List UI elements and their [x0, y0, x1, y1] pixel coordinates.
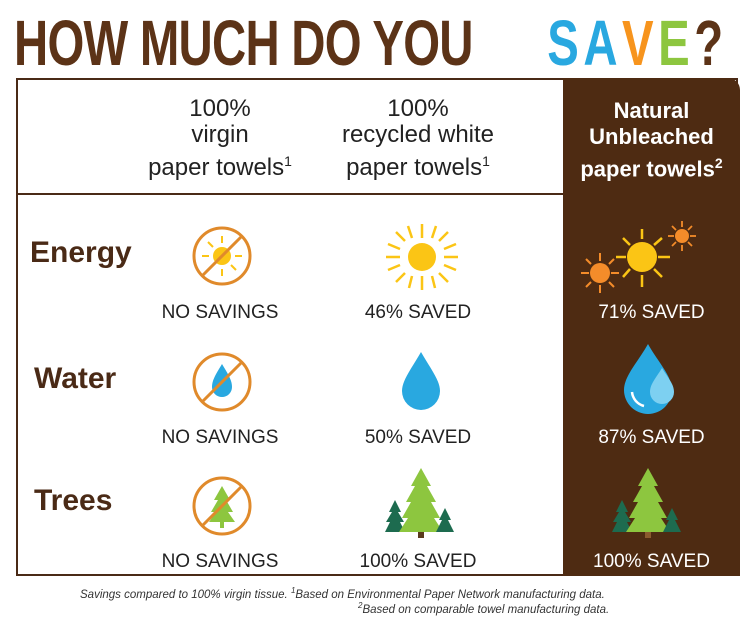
footnote-line-1: Savings compared to 100% virgin tissue. …	[80, 586, 605, 601]
column-header-virgin: 100% virgin paper towels1	[148, 95, 292, 181]
water-recycled-value: 50% SAVED	[364, 427, 472, 448]
row-label-trees: Trees	[34, 484, 113, 517]
sun-icon	[386, 224, 458, 290]
trees-recycled-value: 100% SAVED	[359, 551, 477, 572]
energy-recycled-value: 46% SAVED	[364, 302, 472, 323]
row-label-energy: Energy	[30, 236, 132, 269]
trees-virgin-value: NO SAVINGS	[161, 551, 279, 572]
title-letter-a: A	[583, 7, 617, 79]
page-title: HOW MUCH DO YOU SAVE?	[14, 4, 744, 82]
trees-natural-value: 100% SAVED	[593, 551, 710, 572]
trees-icon	[385, 468, 454, 538]
no-tree-icon	[192, 476, 252, 536]
footnote-line-2: 2Based on comparable towel manufacturing…	[358, 601, 610, 616]
row-label-water: Water	[34, 362, 117, 395]
no-sun-icon	[192, 226, 252, 286]
drop-icon	[402, 352, 440, 410]
header-divider	[18, 193, 564, 195]
double-drop-icon	[624, 344, 674, 414]
column-header-natural: Natural Unbleached paper towels2	[580, 98, 723, 182]
water-natural-value: 87% SAVED	[598, 427, 705, 448]
title-letter-e: E	[658, 7, 690, 79]
title-letter-v: V	[622, 7, 654, 79]
energy-natural-value: 71% SAVED	[598, 302, 705, 323]
energy-virgin-value: NO SAVINGS	[161, 302, 279, 323]
trees-icon	[612, 468, 681, 538]
water-virgin-value: NO SAVINGS	[161, 427, 279, 448]
title-letter-s: S	[547, 7, 579, 79]
no-drop-icon	[192, 352, 252, 412]
three-suns-icon	[581, 221, 696, 293]
column-header-recycled: 100% recycled white paper towels1	[341, 95, 495, 181]
